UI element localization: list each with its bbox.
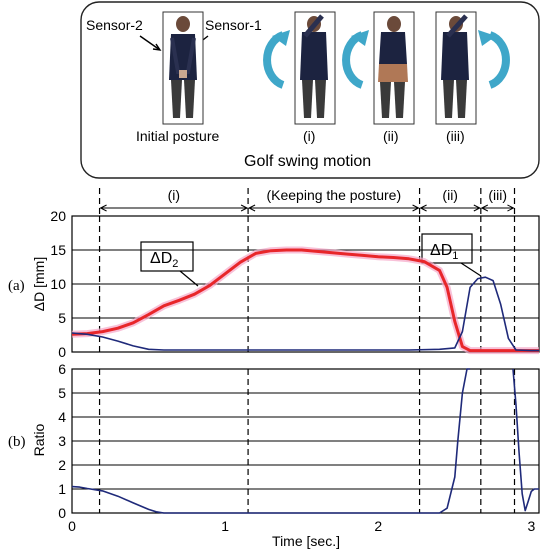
panel-b: (b) Ratio Time [sec.] — [8, 423, 340, 549]
series-dd2 — [71, 248, 539, 353]
photo-panel: Sensor-2 Sensor-1 Initial posture ( — [80, 1, 540, 179]
golfer-photo-i — [294, 11, 336, 125]
panel-a-frame — [71, 215, 540, 353]
series-ratio-0 — [71, 368, 471, 514]
phase-label-i: (i) — [168, 187, 180, 203]
phase-annotations: (i) (Keeping the posture) (ii) (iii) — [98, 187, 516, 216]
phase-arrowhead-right — [507, 204, 515, 212]
phase-arrowhead-left — [247, 204, 256, 212]
phase-arrowhead-left — [480, 204, 489, 212]
series-ratio-1 — [512, 368, 539, 512]
panel-a-label: (a) — [8, 278, 25, 294]
panel-a-ylabel: ΔD [mm] — [31, 257, 47, 311]
panel-a: (a) ΔD [mm] — [8, 257, 47, 311]
panel-a-ytick-label: 0 — [58, 344, 66, 360]
rotation-arrowhead-i — [272, 30, 290, 46]
xtick-label: 0 — [68, 518, 76, 534]
phase-arrowhead-left — [99, 204, 107, 212]
callout-dd2-box — [140, 241, 194, 272]
panel-b-ytick-label: 5 — [58, 385, 66, 401]
panel-a-ytick-label: 20 — [50, 208, 66, 224]
phase-arrowhead-left — [419, 204, 427, 212]
golfer-photo-iii — [435, 11, 477, 125]
panel-a-ytick-label: 10 — [50, 276, 66, 292]
callout-dd1-pointer — [460, 262, 482, 277]
x-axis-label: Time [sec.] — [272, 533, 340, 549]
sensor1-label: Sensor-1 — [205, 17, 262, 33]
callout-dd2-text: ΔD2 — [150, 250, 178, 270]
panel-b-ytick-label: 2 — [58, 457, 66, 473]
step-caption-ii: (ii) — [383, 128, 399, 144]
panel-a-plot: 0 5 10 15 20 — [50, 208, 540, 360]
golfer-photo-ii — [373, 11, 415, 125]
xtick-label: 1 — [221, 518, 229, 534]
callout-dd2: ΔD2 — [140, 241, 199, 287]
rotation-arrowhead-ii — [351, 30, 369, 46]
step-caption-iii: (iii) — [446, 128, 465, 144]
motion-title: Golf swing motion — [244, 153, 371, 170]
sensor2-pointer — [139, 35, 161, 51]
phase-arrowhead-right — [240, 204, 249, 212]
sensor2-label: Sensor-2 — [86, 17, 143, 33]
step-caption-i: (i) — [303, 128, 315, 144]
phase-label-iii: (iii) — [488, 187, 507, 203]
panel-b-ylabel: Ratio — [31, 423, 47, 456]
panel-b-ytick-label: 6 — [58, 361, 66, 377]
panel-b-ytick-label: 3 — [58, 433, 66, 449]
callout-dd1-box — [421, 233, 473, 264]
series-dd1 — [71, 276, 539, 352]
golfer-photo-initial — [162, 11, 204, 125]
initial-posture-caption: Initial posture — [136, 128, 219, 144]
rotation-arrowhead-iii — [478, 30, 496, 46]
xtick-label: 2 — [374, 518, 382, 534]
rotation-arrow-iii — [488, 31, 510, 89]
panel-a-ytick-label: 5 — [58, 310, 66, 326]
panel-b-label: (b) — [8, 434, 26, 450]
sensor2-arrowhead — [152, 43, 162, 51]
phase-label-ii: (ii) — [442, 187, 458, 203]
callout-dd1: ΔD1 — [421, 233, 482, 277]
panel-a-ytick-label: 15 — [50, 242, 66, 258]
phase-label-keeping: (Keeping the posture) — [266, 187, 401, 203]
panel-b-ytick-label: 1 — [58, 481, 66, 497]
phase-arrowhead-right — [412, 204, 420, 212]
xtick-label: 3 — [527, 518, 535, 534]
phase-arrowhead-right — [473, 204, 481, 212]
panel-b-ytick-label: 0 — [58, 505, 66, 521]
panel-b-plot: 0 1 2 3 4 5 6 0 1 2 3 — [58, 361, 540, 534]
panel-b-ytick-label: 4 — [58, 409, 66, 425]
